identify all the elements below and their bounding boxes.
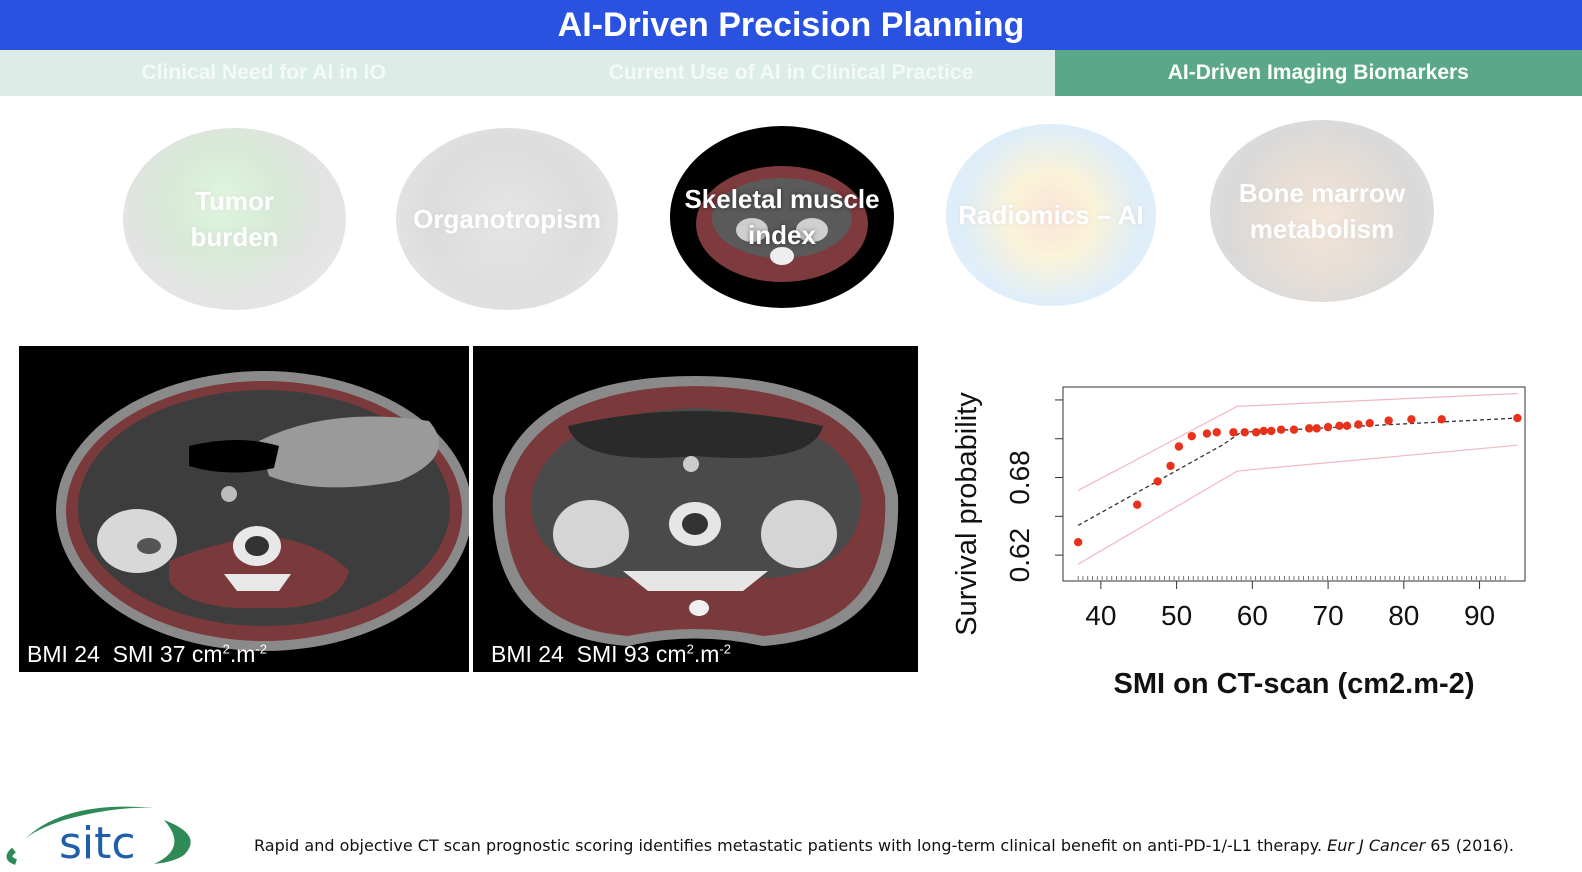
ct-scan-image: [56, 371, 469, 651]
smi-value: SMI 37 cm: [112, 641, 223, 667]
data-point: [1240, 428, 1249, 437]
biomarker-label: Tumor burden: [190, 186, 279, 252]
data-point: [1335, 421, 1344, 430]
biomarker-label: Skeletal muscle index: [684, 184, 880, 250]
data-point: [1312, 424, 1321, 433]
data-point: [1202, 429, 1212, 438]
data-point: [1259, 426, 1268, 436]
data-point: [1174, 442, 1184, 451]
survival-chart: 40 50 60 70 80 90 0.62 0.68 SMI on CT-scan (cm2.…: [940, 345, 1560, 715]
ct-scan-image: [492, 376, 899, 646]
data-point: [1407, 415, 1416, 424]
data-point: [1212, 428, 1221, 437]
sitc-logo: sitc: [4, 800, 204, 869]
x-axis-label: SMI on CT-scan (cm2.m-2): [1114, 668, 1475, 700]
data-point: [1153, 477, 1162, 486]
fit-line: [1077, 417, 1518, 526]
data-point: [1251, 428, 1261, 437]
tab-clinical-need[interactable]: Clinical Need for AI in IO: [0, 50, 528, 96]
data-point: [1187, 431, 1196, 441]
ci-lower-line: [1077, 444, 1518, 565]
x-tick-label: 50: [1161, 600, 1192, 631]
ct-caption-low: BMI 24 SMI 37 cm2.m-2: [27, 641, 267, 667]
biomarker-tumor-burden[interactable]: Tumor burden: [123, 128, 346, 310]
biomarker-label: Bone marrow metabolism: [1238, 178, 1406, 244]
data-point: [1267, 426, 1276, 436]
citation-tail: 65 (2016).: [1425, 836, 1515, 855]
ct-image-high-smi: BMI 24 SMI 93 cm2.m-2: [473, 346, 918, 672]
data-point: [1289, 425, 1299, 434]
data-point: [1323, 422, 1333, 432]
biomarker-bone-marrow-metabolism[interactable]: Bone marrow metabolism: [1210, 120, 1434, 302]
tab-current-use[interactable]: Current Use of AI in Clinical Practice: [527, 50, 1055, 96]
y-axis-label: Survival probability: [951, 392, 983, 636]
sitc-logo-icon: sitc: [6, 806, 191, 869]
logo-text: sitc: [59, 818, 136, 867]
ct-image-low-smi: BMI 24 SMI 37 cm2.m-2: [19, 346, 469, 672]
biomarker-label: Organotropism: [413, 204, 601, 234]
y-tick-label: 0.68: [1004, 450, 1035, 505]
data-point: [1365, 419, 1374, 428]
x-tick-label: 70: [1313, 600, 1344, 631]
section-tabs: Clinical Need for AI in IO Current Use o…: [0, 50, 1582, 96]
data-point: [1437, 415, 1446, 424]
x-tick-label: 60: [1237, 600, 1268, 631]
data-point: [1276, 425, 1286, 434]
bmi-value: BMI 24: [27, 641, 100, 667]
data-point: [1513, 413, 1522, 423]
smi-value: SMI 93 cm: [576, 641, 687, 667]
slide-title: AI-Driven Precision Planning: [557, 5, 1025, 44]
y-tick-label: 0.62: [1004, 528, 1035, 583]
data-point: [1073, 538, 1083, 547]
ci-upper-line: [1077, 392, 1518, 491]
data-point: [1304, 424, 1314, 433]
biomarker-label: Radiomics – AI: [958, 200, 1144, 230]
plot-frame: [1062, 386, 1526, 582]
citation-journal: Eur J Cancer: [1327, 836, 1426, 855]
survival-chart-svg: 40 50 60 70 80 90 0.62 0.68 SMI on CT-scan (cm2.…: [951, 386, 1526, 700]
biomarker-radiomics-ai[interactable]: Radiomics – AI: [946, 124, 1156, 306]
data-point: [1166, 461, 1175, 471]
tab-imaging-biomarkers[interactable]: AI-Driven Imaging Biomarkers: [1054, 50, 1582, 96]
ct-caption-high: BMI 24 SMI 93 cm2.m-2: [491, 641, 731, 667]
x-tick-label: 90: [1464, 600, 1495, 631]
data-point: [1133, 500, 1142, 509]
ct-thumbnail-icon: [696, 166, 868, 282]
data-point: [1354, 420, 1363, 429]
biomarker-organotropism[interactable]: Organotropism: [396, 128, 618, 310]
x-tick-label: 80: [1388, 600, 1419, 631]
bmi-value: BMI 24: [491, 641, 564, 667]
data-point: [1229, 428, 1238, 437]
citation: Rapid and objective CT scan prognostic s…: [254, 836, 1514, 855]
biomarker-skeletal-muscle-index[interactable]: Skeletal muscle index: [670, 126, 894, 308]
smi-unit: .m: [693, 641, 720, 667]
data-point: [1342, 421, 1352, 430]
citation-text: Rapid and objective CT scan prognostic s…: [254, 836, 1328, 855]
x-tick-label: 40: [1085, 600, 1116, 631]
smi-unit: .m: [229, 641, 256, 667]
data-point: [1384, 416, 1393, 425]
slide-title-bar: AI-Driven Precision Planning: [0, 0, 1582, 50]
